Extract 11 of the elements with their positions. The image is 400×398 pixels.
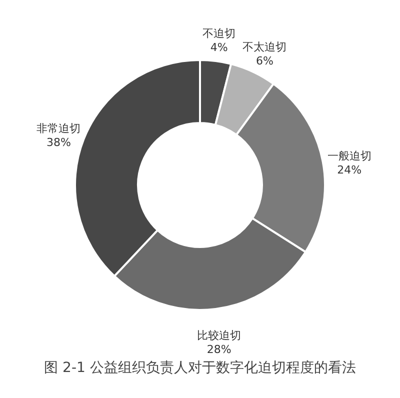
data-label: 28% [206,342,232,356]
data-label: 6% [256,54,274,68]
slice-label: 一般迫切 [327,150,372,163]
slice-label: 不太迫切 [242,40,287,54]
data-label: 38% [46,136,71,150]
slice-label: 不迫切 [202,27,236,40]
data-label: 4% [210,41,228,54]
slice-label: 非常迫切 [36,122,81,136]
data-label: 24% [337,164,362,177]
slice-label: 比较迫切 [197,328,242,342]
text: 图 2-1 公益组织负责人对于数字化迫切程度的看法 [44,360,356,376]
